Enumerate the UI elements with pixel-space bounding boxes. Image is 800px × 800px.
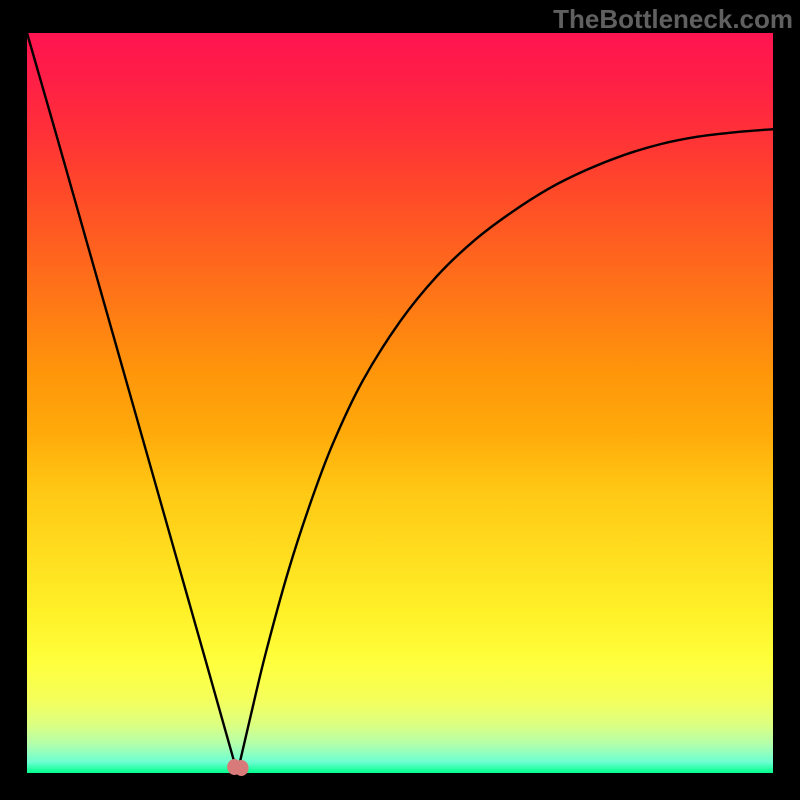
minimum-marker (227, 759, 248, 776)
plot-svg (0, 0, 800, 800)
